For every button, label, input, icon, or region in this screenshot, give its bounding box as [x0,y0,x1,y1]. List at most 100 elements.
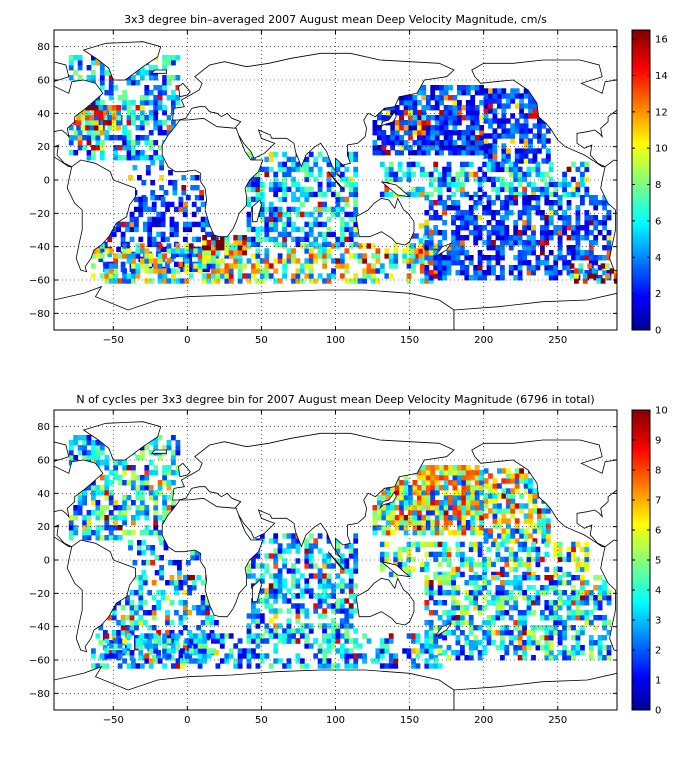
data-bin [606,645,612,651]
data-bin [228,250,234,256]
data-bin [584,161,590,168]
data-bin [446,615,452,621]
data-bin [457,90,462,96]
data-bin [200,600,206,606]
data-bin [535,186,541,193]
data-bin [504,571,510,578]
data-bin [104,525,110,531]
data-bin [566,181,572,188]
data-bin [535,625,541,631]
data-bin [571,245,576,251]
data-bin [479,130,484,136]
data-bin [282,563,287,569]
data-bin [437,265,443,271]
data-bin [99,510,105,516]
data-bin [153,258,159,264]
data-bin [421,120,427,126]
data-bin [566,220,572,226]
data-bin [151,221,157,228]
data-bin [224,245,230,251]
data-bin [273,623,279,629]
data-bin [120,221,126,228]
data-bin [452,95,458,101]
data-bin [91,663,96,669]
data-bin [464,595,470,601]
data-bin [108,268,114,274]
data-bin [528,518,533,524]
data-bin [464,176,470,183]
data-bin [430,490,436,496]
data-bin [491,600,496,606]
data-bin [548,275,554,281]
data-bin [460,220,465,226]
data-bin [495,191,501,198]
data-bin [455,240,461,246]
data-bin [446,580,452,586]
data-bin [457,490,462,496]
data-bin [122,505,127,511]
data-bin [421,85,427,91]
data-bin [202,643,207,649]
data-bin [406,551,412,558]
data-bin [580,195,585,201]
data-bin [142,196,148,203]
data-bin [148,253,154,259]
data-bin [403,100,409,106]
data-bin [98,246,104,253]
data-bin [408,515,413,521]
data-bin [504,200,510,206]
data-bin [465,140,471,146]
data-bin [580,625,585,631]
data-bin [255,231,261,238]
data-bin [468,541,474,548]
data-bin [597,200,603,206]
data-bin [128,545,133,551]
data-bin [428,205,434,211]
data-bin [600,278,606,284]
data-bin [153,110,159,116]
data-bin [428,643,434,649]
data-bin [505,528,511,534]
data-bin [108,90,114,96]
data-bin [108,535,114,541]
data-bin [182,610,188,616]
data-bin [451,615,456,621]
data-bin [430,470,436,476]
data-bin [264,563,270,569]
data-bin [372,145,378,151]
data-bin [157,125,163,131]
data-bin [273,268,279,274]
cycles-map-panel: N of cycles per 3x3 degree bin for 2007 … [29,393,668,726]
data-bin [116,221,121,228]
data-bin [606,590,612,596]
data-bin [415,186,421,193]
data-bin [308,263,314,269]
data-bin [479,140,484,146]
data-bin [371,273,376,279]
data-bin [544,225,550,231]
data-bin [126,145,132,151]
data-bin [452,470,458,476]
data-bin [394,485,400,491]
data-bin [497,468,502,474]
data-bin [491,210,496,216]
data-bin [468,645,474,651]
data-bin [282,633,287,639]
data-bin [492,138,498,144]
data-bin [255,241,261,248]
data-bin [522,625,527,631]
data-bin [304,171,310,178]
data-bin [388,171,394,178]
data-bin [571,655,576,661]
data-bin [497,98,502,104]
data-bin [191,236,197,243]
data-bin [322,663,327,669]
data-bin [264,258,270,264]
data-bin [553,630,559,636]
data-bin [144,653,150,659]
data-bin [508,566,514,573]
data-bin [202,245,207,251]
data-bin [242,273,247,279]
data-bin [304,231,310,238]
data-bin [82,515,87,521]
